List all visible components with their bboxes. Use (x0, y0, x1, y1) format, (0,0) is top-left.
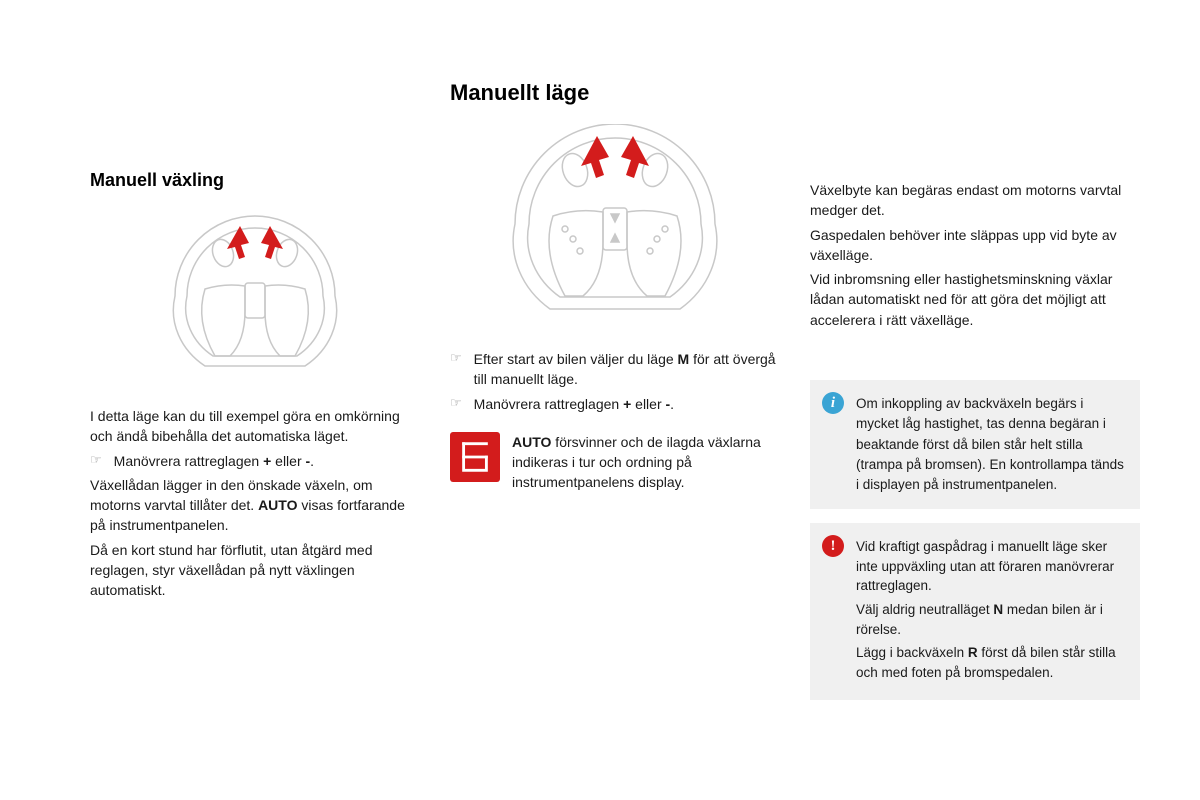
arrow-left-icon (227, 226, 249, 259)
steering-wheel-diagram-2 (450, 124, 780, 324)
column-manual-mode: Manuellt läge (450, 80, 780, 714)
text-auto-resume: Då en kort stund har förflutit, utan åtg… (90, 540, 420, 601)
bullet-text: Efter start av bilen väljer du läge M fö… (474, 349, 780, 390)
pointer-icon: ☞ (450, 394, 462, 414)
bullet-operate-1: ☞ Manövrera rattreglagen + eller -. (90, 451, 420, 471)
bullet-select-m: ☞ Efter start av bilen väljer du läge M … (450, 349, 780, 390)
info-text: Om inkoppling av backväxeln begärs i myc… (856, 396, 1124, 492)
bullet-operate-2: ☞ Manövrera rattreglagen + eller -. (450, 394, 780, 414)
warning-icon: ! (822, 535, 844, 557)
heading-manual-shift: Manuell växling (90, 170, 420, 191)
text-gearbox: Växellådan lägger in den önskade växeln,… (90, 475, 420, 536)
warn-text-1: Vid kraftigt gaspådrag i manuellt läge s… (856, 537, 1124, 596)
column-notes: Växelbyte kan begäras endast om motorns … (810, 80, 1140, 714)
bullet-text: Manövrera rattreglagen + eller -. (474, 394, 674, 414)
arrow-right-icon (261, 226, 283, 259)
text-braking: Vid inbromsning eller hastighetsminsknin… (810, 269, 1140, 330)
bullet-text: Manövrera rattreglagen + eller -. (114, 451, 314, 471)
page-content: Manuell växling I (90, 80, 1140, 714)
column-manual-shift: Manuell växling I (90, 80, 420, 714)
steering-wheel-diagram-1 (90, 211, 420, 381)
info-icon: i (822, 392, 844, 414)
text-pedal: Gaspedalen behöver inte släppas upp vid … (810, 225, 1140, 266)
text-rpm: Växelbyte kan begäras endast om motorns … (810, 180, 1140, 221)
warn-text-3: Lägg i backväxeln R först då bilen står … (856, 643, 1124, 682)
pointer-icon: ☞ (450, 349, 462, 390)
gear-number-icon (450, 432, 500, 482)
text-intro: I detta läge kan du till exempel göra en… (90, 406, 420, 447)
pointer-icon: ☞ (90, 451, 102, 471)
heading-manual-mode: Manuellt läge (450, 80, 780, 106)
gear-indicator-block: AUTO försvinner och de ilagda växlarna i… (450, 432, 780, 497)
warning-notice: ! Vid kraftigt gaspådrag i manuellt läge… (810, 523, 1140, 700)
warn-text-2: Välj aldrig neutralläget N medan bilen ä… (856, 600, 1124, 639)
gear-indicator-text: AUTO försvinner och de ilagda växlarna i… (512, 432, 780, 493)
arrow-left-icon (581, 136, 609, 178)
info-notice: i Om inkoppling av backväxeln begärs i m… (810, 380, 1140, 509)
arrow-right-icon (621, 136, 649, 178)
